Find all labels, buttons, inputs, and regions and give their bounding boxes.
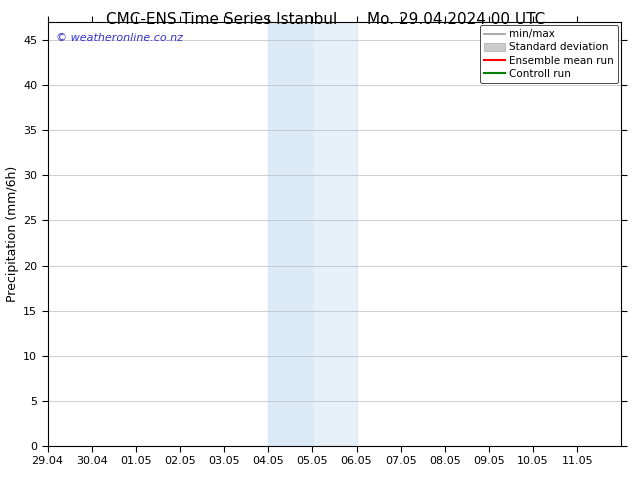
Legend: min/max, Standard deviation, Ensemble mean run, Controll run: min/max, Standard deviation, Ensemble me… bbox=[480, 25, 618, 83]
Text: CMC-ENS Time Series Istanbul: CMC-ENS Time Series Istanbul bbox=[107, 12, 337, 27]
Text: Mo. 29.04.2024 00 UTC: Mo. 29.04.2024 00 UTC bbox=[367, 12, 546, 27]
Y-axis label: Precipitation (mm/6h): Precipitation (mm/6h) bbox=[6, 166, 19, 302]
Bar bbox=[268, 22, 313, 446]
Text: © weatheronline.co.nz: © weatheronline.co.nz bbox=[56, 33, 183, 43]
Bar bbox=[313, 22, 356, 446]
